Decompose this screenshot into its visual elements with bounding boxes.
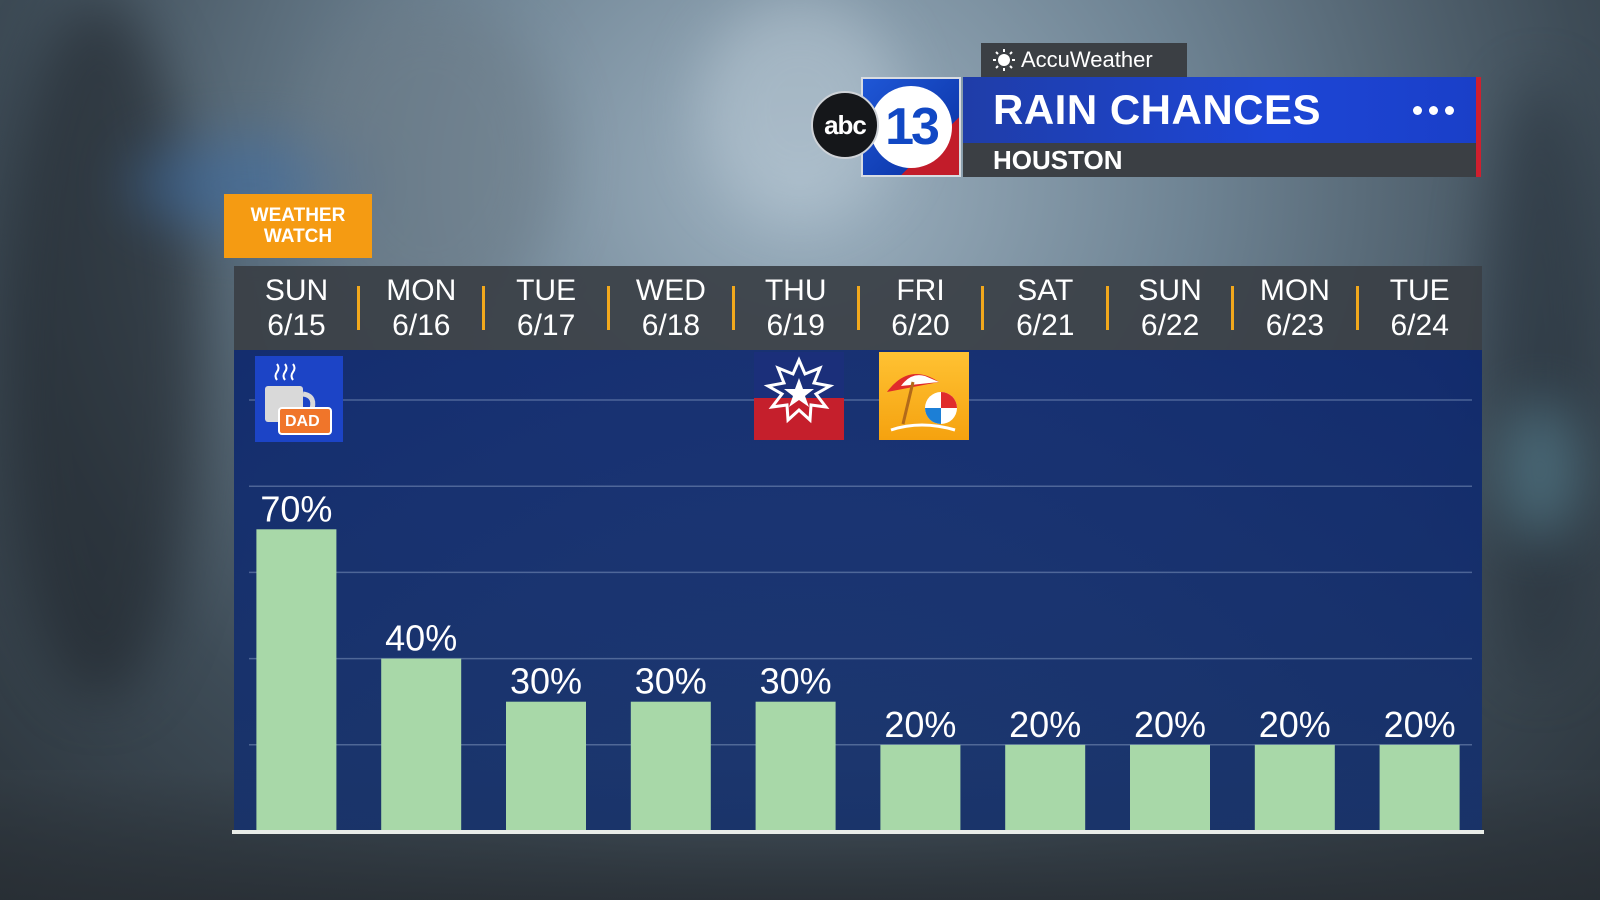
day-date: 6/24: [1390, 309, 1449, 342]
juneteenth-star-icon: [754, 352, 844, 440]
day-label-8: SUN 6/22: [1108, 266, 1233, 350]
day-date: 6/18: [641, 309, 701, 342]
day-date: 6/23: [1265, 309, 1325, 342]
day-date: 6/15: [267, 309, 326, 342]
day-date: 6/21: [1016, 309, 1075, 342]
day-separator: [1106, 286, 1110, 330]
weather-watch-badge: WEATHER WATCH: [224, 194, 372, 258]
badge-line-1: WEATHER: [250, 205, 346, 226]
day-name: SAT: [1017, 274, 1074, 307]
accuweather-label: AccuWeather: [1021, 47, 1153, 72]
day-label-2: MON 6/16: [359, 266, 484, 350]
data-label-7: 20%: [1009, 704, 1081, 745]
day-label-10: TUE 6/24: [1357, 266, 1482, 350]
day-name: WED: [635, 274, 706, 307]
day-name: SUN: [264, 274, 329, 307]
day-name: TUE: [516, 274, 577, 307]
channel-number: 13: [870, 86, 952, 168]
day-name: FRI: [896, 274, 945, 307]
title-bar: RAIN CHANCES: [963, 77, 1481, 143]
bar-7: [1005, 744, 1086, 831]
more-dots-icon: [1413, 105, 1454, 115]
day-date: 6/20: [891, 309, 950, 342]
abc-logo: abc: [811, 91, 879, 159]
data-label-9: 20%: [1259, 704, 1331, 745]
data-label-6: 20%: [884, 704, 956, 745]
bar-8: [1130, 744, 1210, 831]
day-header-row: SUN 6/15 MON 6/16 TUE 6/17 WED 6/18 THU 6/19 FRI 6/…: [234, 266, 1482, 350]
day-label-4: WED 6/18: [608, 266, 733, 350]
day-label-5: THU 6/19: [733, 266, 858, 350]
page-title: RAIN CHANCES: [993, 86, 1322, 133]
day-date: 6/16: [392, 309, 451, 342]
data-label-5: 30%: [760, 661, 832, 702]
day-date: 6/19: [766, 309, 825, 342]
data-label-8: 20%: [1134, 704, 1206, 745]
data-label-10: 20%: [1384, 704, 1456, 745]
day-label-3: TUE 6/17: [484, 266, 609, 350]
day-separator: [606, 286, 610, 330]
bar-chart-svg: 70% 40% 30% 30% 30% 20% 20% 20% 20% 20%: [249, 399, 1472, 831]
day-separator: [981, 286, 985, 330]
bar-2: [381, 658, 462, 831]
plot-area: 70% 40% 30% 30% 30% 20% 20% 20% 20% 20%: [232, 350, 1484, 834]
day-name: MON: [1259, 274, 1330, 307]
data-label-2: 40%: [385, 618, 457, 659]
bar-6: [880, 744, 961, 831]
day-date: 6/17: [516, 309, 576, 342]
sun-icon: [993, 49, 1015, 71]
bar-10: [1379, 744, 1460, 831]
bar-5: [755, 701, 836, 831]
day-separator: [482, 286, 486, 330]
fathers-day-label: DAD: [285, 413, 320, 430]
day-separator: [731, 286, 735, 330]
day-name: TUE: [1389, 274, 1450, 307]
day-label-1: SUN 6/15: [234, 266, 359, 350]
bar-3: [506, 701, 586, 831]
data-label-4: 30%: [635, 661, 707, 702]
accuweather-tab: AccuWeather: [981, 43, 1187, 77]
day-name: MON: [386, 274, 457, 307]
day-label-7: SAT 6/21: [983, 266, 1108, 350]
day-separator: [856, 286, 860, 330]
data-label-1: 70%: [260, 488, 332, 529]
bar-9: [1254, 744, 1335, 831]
day-name: THU: [764, 274, 827, 307]
fathers-day-icon: DAD: [255, 356, 343, 442]
bar-4: [630, 701, 711, 831]
chart-baseline: [232, 830, 1484, 834]
abc13-logo: 13 abc: [811, 77, 961, 177]
badge-line-2: WATCH: [263, 226, 333, 247]
bar-1: [256, 529, 337, 831]
day-separator: [357, 286, 361, 330]
day-date: 6/22: [1140, 309, 1200, 342]
location-subtitle: HOUSTON: [963, 143, 1481, 177]
day-label-9: MON 6/23: [1232, 266, 1357, 350]
rain-chance-chart: SUN 6/15 MON 6/16 TUE 6/17 WED 6/18 THU 6/19 FRI 6/…: [232, 266, 1484, 834]
day-label-6: FRI 6/20: [858, 266, 983, 350]
beach-umbrella-icon: [879, 352, 969, 440]
day-name: SUN: [1138, 274, 1202, 307]
data-label-3: 30%: [510, 661, 582, 702]
day-separator: [1355, 286, 1359, 330]
day-separator: [1230, 286, 1234, 330]
channel-13-badge: 13: [861, 77, 961, 177]
